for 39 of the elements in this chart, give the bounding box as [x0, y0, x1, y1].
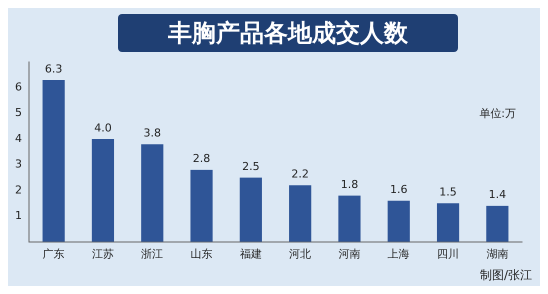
x-tick-label: 江苏 — [92, 247, 114, 260]
text: 制图/张江 — [480, 267, 532, 284]
bar — [240, 178, 262, 242]
y-tick-label: 3 — [15, 158, 22, 171]
x-tick-label: 湖南 — [486, 247, 508, 260]
bar — [141, 144, 164, 242]
y-tick-label: 1 — [15, 208, 22, 222]
data-label: 2.5 — [242, 160, 260, 173]
x-tick-label: 广东 — [42, 247, 65, 260]
data-label: 2.8 — [192, 152, 210, 166]
y-tick-label: 2 — [15, 183, 22, 196]
x-tick-label: 福建 — [240, 247, 262, 260]
bar — [388, 200, 410, 242]
y-tick-label: 6 — [15, 80, 22, 94]
x-tick-label: 山东 — [190, 247, 213, 260]
data-label: 1.5 — [439, 186, 457, 199]
bar — [289, 185, 312, 242]
x-tick-label: 浙江 — [141, 247, 164, 260]
x-tick-label: 上海 — [388, 247, 410, 260]
y-tick-label: 4 — [15, 132, 22, 145]
data-label: 1.4 — [488, 188, 506, 202]
bar — [190, 170, 213, 242]
bar — [486, 206, 508, 242]
x-tick-label: 四川 — [437, 247, 460, 260]
data-label: 3.8 — [144, 126, 161, 140]
y-tick-label: 5 — [15, 106, 22, 120]
data-label: 1.8 — [340, 178, 358, 191]
data-label: 2.2 — [291, 168, 309, 181]
annotation: 单位:万 — [479, 106, 516, 121]
data-label: 4.0 — [94, 121, 112, 134]
x-tick-label: 河南 — [338, 247, 360, 260]
bar — [436, 203, 460, 242]
chart-title: 丰胸产品各地成交人数 — [118, 14, 458, 52]
bar — [92, 139, 114, 242]
data-label: 6.3 — [44, 62, 62, 76]
bar — [42, 80, 65, 242]
x-tick-label: 河北 — [289, 247, 312, 260]
data-label: 1.6 — [390, 183, 408, 196]
bar — [338, 196, 361, 242]
